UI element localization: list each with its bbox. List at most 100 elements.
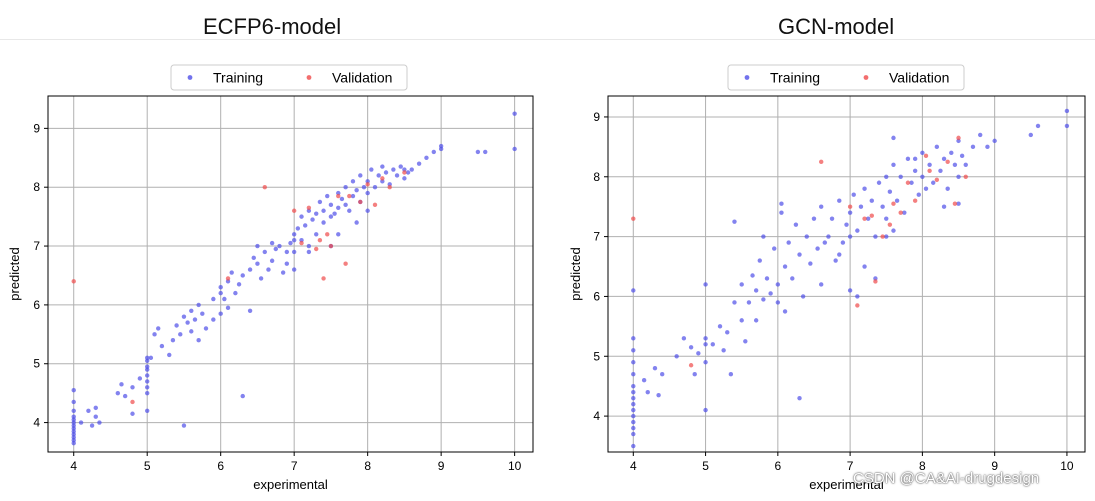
ecfp6-training-point-23 (130, 411, 135, 416)
gcn-training-point-43 (753, 288, 759, 293)
ecfp6-training-point-116 (376, 173, 381, 178)
gcn-xtick-label-9: 9 (991, 459, 998, 473)
ecfp6-training-point-95 (321, 208, 326, 213)
gcn-training-point-82 (865, 216, 871, 221)
gcn-validation-point-13 (923, 153, 929, 159)
ecfp6-training-point-92 (314, 232, 319, 237)
gcn-training-point-91 (894, 198, 900, 203)
ecfp6-training-point-53 (211, 296, 216, 302)
chart-title-gcn: GCN-model (778, 14, 895, 39)
ecfp6-training-point-128 (416, 161, 422, 166)
ecfp6-training-point-71 (262, 249, 267, 255)
ecfp6-training-point-83 (291, 267, 297, 272)
gcn-training-point-115 (985, 144, 990, 150)
gcn-training-point-5 (631, 407, 636, 413)
ecfp6-training-point-26 (145, 390, 150, 396)
gcn-series-training (631, 108, 1070, 449)
gcn-training-point-77 (847, 288, 853, 293)
ecfp6-training-point-77 (280, 270, 286, 275)
gcn-validation-point-11 (905, 180, 911, 185)
gcn-training-point-13 (631, 336, 636, 341)
gcn-validation-point-18 (956, 135, 961, 141)
gcn-series-validation (631, 135, 968, 368)
gcn-training-point-1 (631, 431, 636, 437)
gcn-training-point-95 (909, 180, 914, 185)
gcn-training-point-123 (862, 264, 867, 269)
ecfp6-training-point-14 (86, 408, 91, 414)
ecfp6-training-point-119 (383, 170, 389, 175)
ecfp6-training-point-16 (93, 414, 98, 419)
gcn-training-point-41 (750, 273, 755, 278)
ecfp6-training-point-43 (185, 320, 190, 325)
ecfp6-training-point-40 (174, 323, 179, 328)
ecfp6-ytick-label-6: 6 (33, 298, 40, 312)
gcn-training-point-3 (631, 419, 636, 425)
ecfp6-training-point-11 (71, 435, 76, 440)
ecfp6-training-point-24 (137, 376, 143, 381)
ecfp6-training-point-72 (266, 267, 271, 272)
gcn-training-point-52 (779, 210, 784, 215)
gcn-training-point-81 (862, 186, 867, 191)
ecfp6-xtick-label-4: 4 (70, 459, 77, 473)
ecfp6-training-point-86 (299, 214, 304, 219)
ecfp6-training-point-59 (225, 305, 231, 311)
gcn-training-point-58 (793, 222, 799, 227)
ecfp6-legend-label-validation: Validation (332, 70, 392, 86)
ecfp6-training-point-17 (97, 420, 102, 425)
gcn-training-point-118 (1035, 123, 1041, 129)
gcn-training-point-44 (757, 258, 762, 263)
gcn-training-point-26 (703, 360, 708, 365)
ecfp6-legend-box (170, 64, 408, 91)
gcn-training-point-103 (934, 144, 940, 150)
gcn-training-point-53 (779, 201, 784, 206)
gcn-training-point-80 (858, 204, 864, 209)
ecfp6-training-point-139 (284, 261, 290, 266)
gcn-training-point-93 (902, 210, 907, 215)
gcn-training-point-55 (782, 309, 788, 314)
gcn-training-point-89 (887, 189, 893, 194)
ecfp6-training-point-31 (145, 355, 150, 361)
gcn-training-point-74 (844, 222, 849, 227)
gcn-xtick-label-4: 4 (630, 459, 637, 473)
ecfp6-training-point-129 (424, 155, 429, 160)
gcn-training-point-121 (891, 135, 896, 141)
gcn-training-point-20 (674, 354, 679, 359)
gcn-training-point-116 (992, 138, 997, 144)
ecfp6-validation-point-12 (347, 193, 352, 199)
ecfp6-training-point-38 (167, 352, 172, 358)
gcn-validation-point-2 (819, 159, 824, 165)
gcn-training-point-67 (819, 204, 824, 209)
ecfp6-training-point-82 (291, 232, 297, 237)
gcn-validation-point-17 (952, 201, 958, 206)
gcn-training-point-49 (772, 246, 777, 251)
gcn-training-point-22 (688, 345, 694, 350)
ecfp6-training-point-39 (170, 337, 176, 343)
gcn-validation-point-6 (873, 279, 878, 284)
ecfp6-training-point-84 (295, 226, 301, 231)
ecfp6-training-point-107 (350, 179, 356, 184)
ecfp6-training-point-10 (71, 388, 76, 393)
gcn-training-point-19 (660, 372, 665, 377)
gcn-training-point-72 (837, 198, 842, 203)
gcn-training-point-29 (703, 282, 708, 287)
gcn-ytick-label-8: 8 (593, 170, 600, 184)
gcn-legend-box (727, 64, 965, 91)
ecfp6-training-point-48 (196, 302, 201, 308)
gcn-training-point-119 (1064, 108, 1070, 114)
ecfp6-training-point-113 (365, 190, 370, 196)
ecfp6-training-point-49 (196, 337, 201, 343)
ecfp6-training-point-91 (314, 211, 319, 216)
gcn-legend-label-validation: Validation (889, 70, 949, 86)
gcn-training-point-63 (808, 261, 813, 266)
ecfp6-training-point-62 (236, 282, 242, 287)
gcn-training-point-27 (703, 342, 708, 347)
ecfp6-validation-point-7 (314, 246, 319, 252)
gcn-training-point-60 (797, 252, 802, 257)
gcn-validation-point-7 (880, 234, 885, 239)
gcn-training-point-33 (725, 330, 730, 335)
gcn-training-point-130 (884, 234, 889, 239)
gcn-training-point-4 (631, 413, 636, 419)
ecfp6-validation-point-17 (387, 185, 392, 190)
ecfp6-training-point-64 (240, 393, 245, 399)
gcn-xtick-label-5: 5 (702, 459, 709, 473)
